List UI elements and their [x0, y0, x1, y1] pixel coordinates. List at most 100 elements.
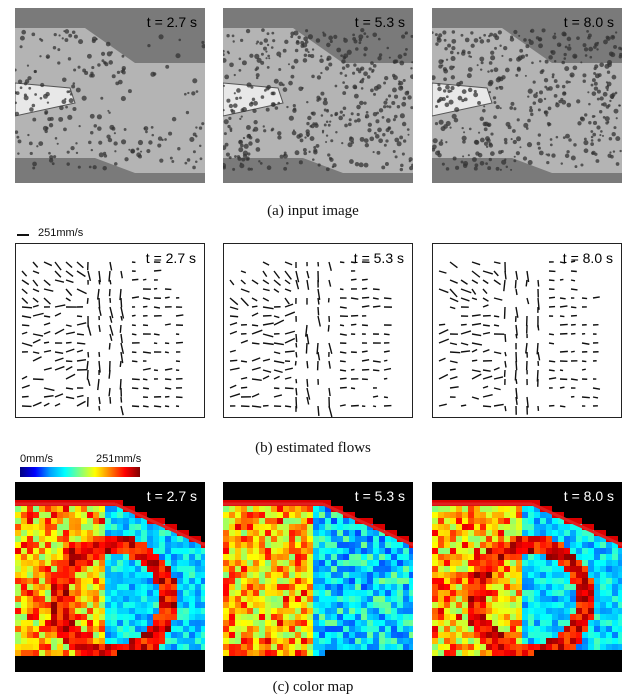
particle [195, 90, 199, 93]
speed-cell [528, 590, 534, 596]
speed-cell [379, 602, 385, 608]
speed-cell [63, 626, 69, 632]
speed-cell [385, 584, 391, 590]
particle [572, 65, 578, 71]
speed-cell [456, 614, 462, 620]
speed-cell [510, 596, 516, 602]
particle [478, 36, 482, 40]
speed-cell [504, 548, 510, 554]
particle [304, 48, 309, 52]
speed-cell [147, 572, 153, 578]
speed-cell [343, 542, 349, 548]
particle [29, 107, 34, 112]
speed-cell [582, 536, 588, 542]
speed-cell [558, 536, 564, 542]
vessel-lumen [15, 28, 205, 173]
speed-cell [21, 572, 27, 578]
particle [241, 106, 247, 112]
speed-cell [432, 608, 438, 614]
speed-cell [438, 584, 444, 590]
speed-cell [135, 644, 141, 650]
flow-vector [570, 378, 578, 381]
speed-cell [343, 566, 349, 572]
particle [486, 38, 491, 43]
flow-vector [21, 331, 28, 335]
particle [240, 143, 244, 148]
speed-cell [241, 626, 247, 632]
particle [100, 96, 104, 100]
speed-cell [57, 578, 63, 584]
speed-cell [522, 560, 528, 566]
speed-cell [522, 608, 528, 614]
speed-cell [325, 560, 331, 566]
speed-cell [361, 596, 367, 602]
speed-cell [522, 542, 528, 548]
speed-cell [265, 650, 271, 656]
particle [549, 143, 553, 147]
flow-vector [262, 261, 270, 266]
speed-cell [153, 560, 159, 566]
speed-cell [45, 602, 51, 608]
speed-cell [361, 602, 367, 608]
flow-vector [449, 288, 458, 298]
particle [596, 41, 600, 45]
speed-cell [69, 548, 75, 554]
particle [255, 42, 258, 45]
speed-cell [235, 530, 241, 536]
speed-cell [570, 584, 576, 590]
speed-cell [147, 548, 153, 554]
particle [303, 36, 308, 42]
particle [286, 105, 289, 109]
flow-vector [471, 333, 482, 337]
particle [256, 57, 262, 63]
speed-cell [444, 650, 450, 656]
particle [407, 95, 412, 100]
particle [102, 166, 107, 171]
particle [260, 60, 265, 65]
flow-vector [438, 403, 447, 407]
particle [516, 67, 521, 72]
speed-cell [618, 578, 622, 584]
speed-cell [265, 566, 271, 572]
speed-cell [403, 554, 409, 560]
speed-cell [474, 566, 480, 572]
speed-cell [349, 620, 355, 626]
speed-cell [462, 566, 468, 572]
speed-cell [21, 650, 27, 656]
speed-cell [516, 608, 522, 614]
speed-cell [456, 602, 462, 608]
particle [402, 96, 407, 101]
speed-cell [576, 548, 582, 554]
particle [438, 141, 444, 146]
speed-cell [361, 572, 367, 578]
particle [72, 106, 77, 112]
speed-cell [432, 554, 438, 560]
speed-cell [349, 518, 355, 524]
particle [473, 89, 477, 93]
particle [584, 54, 588, 57]
flow-vector [98, 405, 101, 411]
time-label: t = 5.3 s [354, 488, 405, 504]
speed-cell [235, 590, 241, 596]
speed-cell [301, 644, 307, 650]
particle [517, 55, 523, 61]
flow-vector [482, 279, 489, 285]
flow-vector [559, 350, 568, 353]
particle [63, 127, 67, 132]
speed-cell [343, 518, 349, 524]
particle [245, 28, 251, 34]
particle [17, 152, 20, 155]
speed-cell [189, 560, 195, 566]
particle [467, 87, 473, 93]
particle [607, 120, 610, 124]
speed-cell [409, 548, 413, 554]
speed-cell [319, 536, 325, 542]
speed-cell [177, 620, 183, 626]
speed-cell [51, 632, 57, 638]
speed-cell [367, 578, 373, 584]
speed-cell [540, 614, 546, 620]
particle [356, 118, 361, 123]
particle [369, 136, 375, 142]
speed-cell [283, 620, 289, 626]
speed-cell [15, 644, 21, 650]
